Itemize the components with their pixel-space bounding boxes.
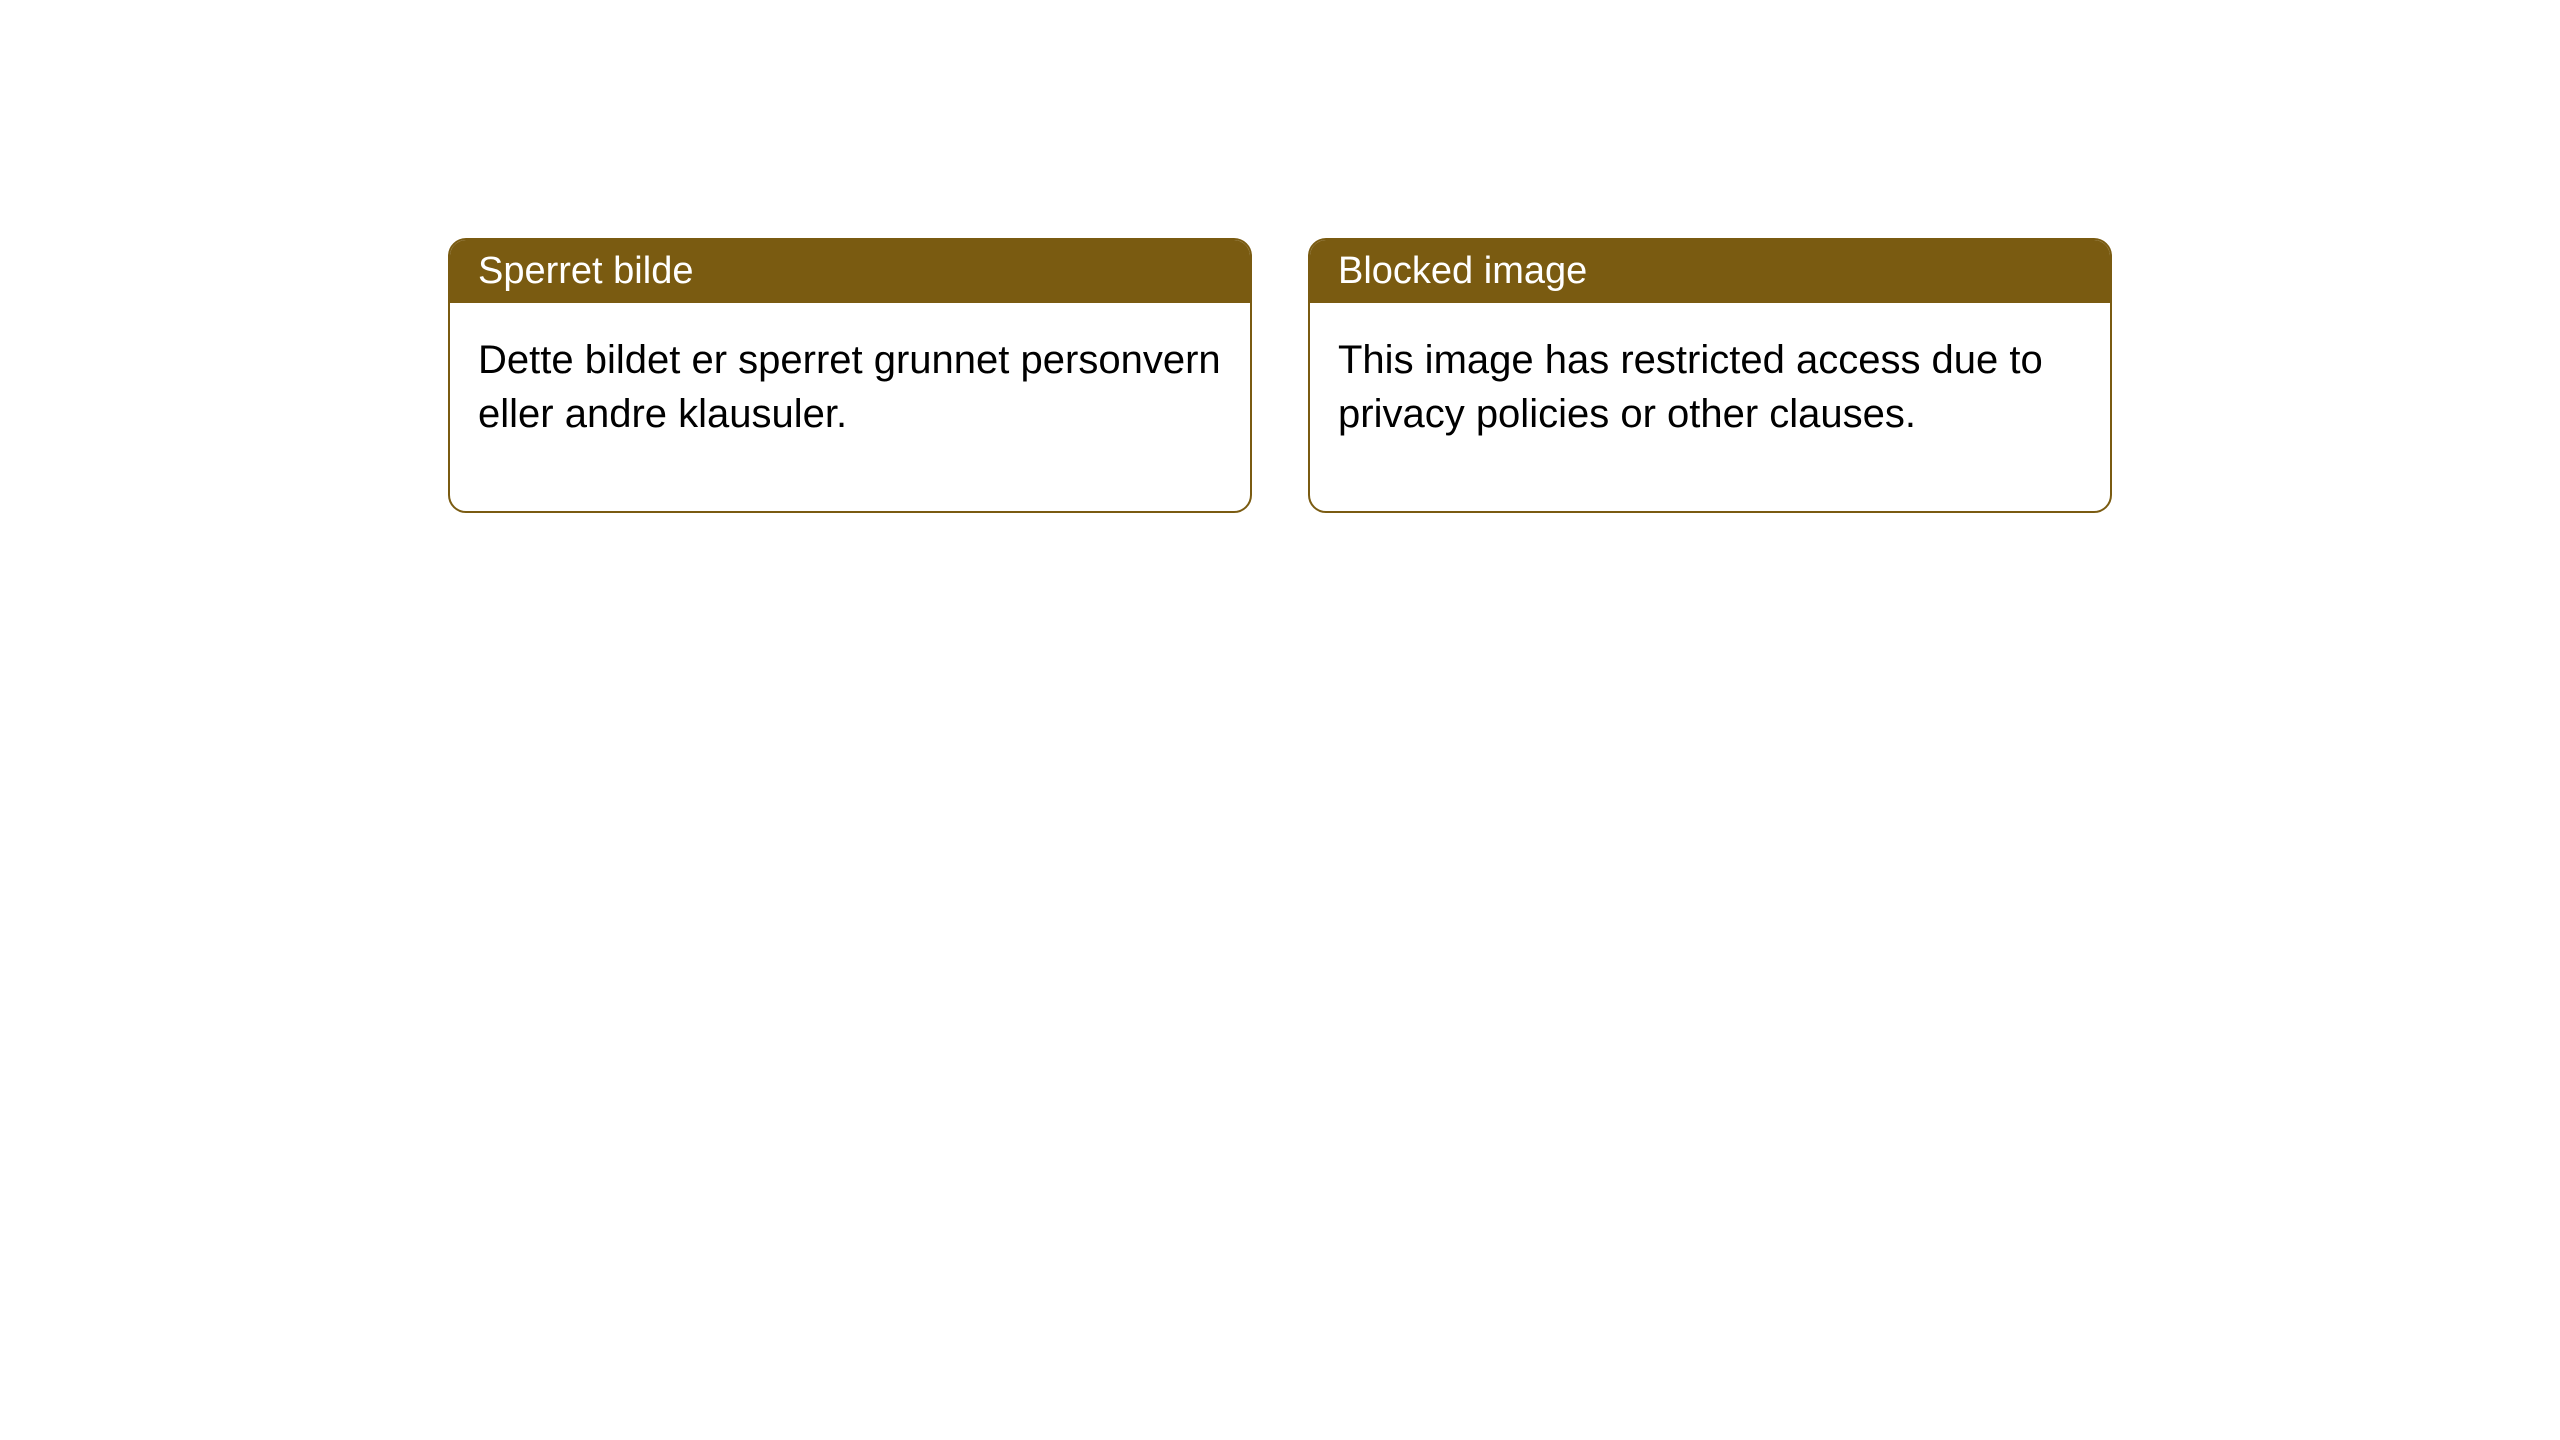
blocked-image-card-en: Blocked image This image has restricted … — [1308, 238, 2112, 513]
card-body: This image has restricted access due to … — [1310, 303, 2110, 511]
blocked-image-card-no: Sperret bilde Dette bildet er sperret gr… — [448, 238, 1252, 513]
card-body: Dette bildet er sperret grunnet personve… — [450, 303, 1250, 511]
card-header: Blocked image — [1310, 240, 2110, 303]
card-header: Sperret bilde — [450, 240, 1250, 303]
blocked-image-notices: Sperret bilde Dette bildet er sperret gr… — [448, 238, 2112, 513]
